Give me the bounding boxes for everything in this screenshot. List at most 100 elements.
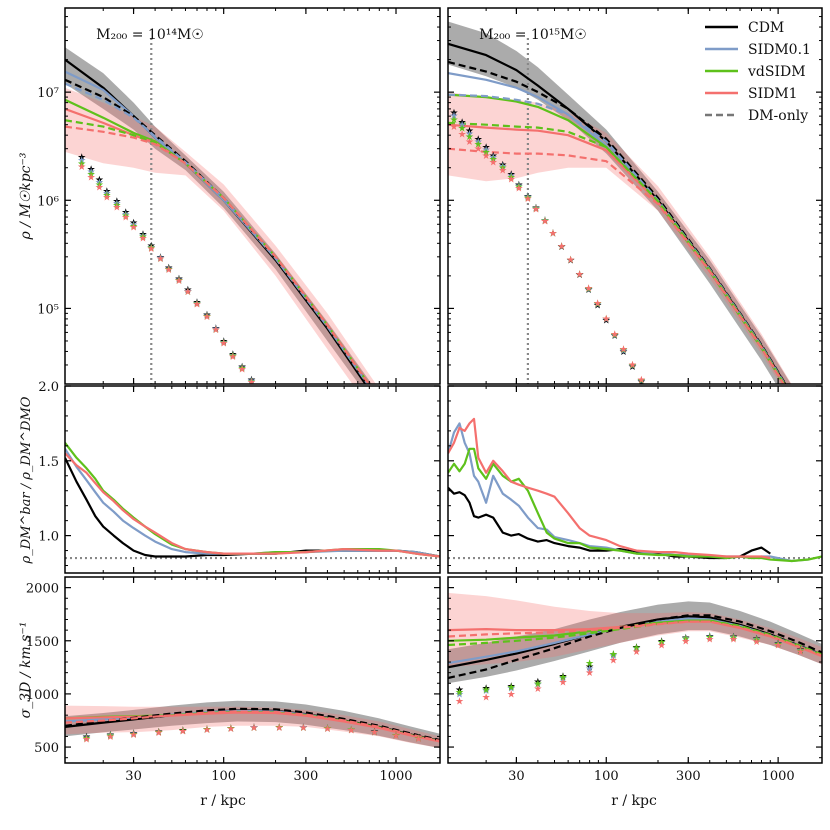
star-point-cdm: ★: [299, 723, 308, 734]
star-point-vdsidm: ★: [414, 734, 423, 745]
star-point-sidm1: ★: [129, 223, 138, 234]
star-point-vdsidm: ★: [238, 364, 247, 375]
star-point-cdm: ★: [729, 632, 738, 643]
star-point-sidm0-1: ★: [531, 203, 540, 214]
star-point-sidm0-1: ★: [628, 361, 637, 372]
star-point-cdm: ★: [77, 153, 86, 164]
legend-label-dm-only: DM-only: [748, 108, 808, 124]
star-point-sidm1: ★: [193, 299, 202, 310]
star-point-cdm: ★: [95, 175, 104, 186]
star-point-sidm0-1: ★: [610, 330, 619, 341]
y-tick-label: 2000: [26, 582, 59, 597]
star-point-vdsidm: ★: [657, 637, 666, 648]
star-point-sidm1: ★: [129, 730, 138, 741]
star-point-vdsidm: ★: [392, 731, 401, 742]
star-point-sidm0-1: ★: [226, 724, 235, 735]
xlabel-right: r / kpc: [611, 793, 657, 809]
star-point-sidm0-1: ★: [566, 255, 575, 266]
star-point-vdsidm: ★: [275, 723, 284, 734]
star-point-sidm0-1: ★: [156, 253, 165, 264]
star-point-vdsidm: ★: [82, 734, 91, 745]
star-point-vdsidm: ★: [458, 124, 467, 135]
star-point-vdsidm: ★: [129, 729, 138, 740]
star-point-cdm: ★: [174, 274, 183, 285]
star-point-sidm1: ★: [202, 725, 211, 736]
star-point-sidm1: ★: [156, 254, 165, 265]
star-point-sidm1: ★: [95, 182, 104, 193]
panel-title-1e15: M₂₀₀ = 10¹⁵M☉: [479, 27, 587, 43]
star-point-vdsidm: ★: [183, 287, 192, 298]
star-point-vdsidm: ★: [211, 325, 220, 336]
star-point-cdm: ★: [533, 677, 542, 688]
star-point-sidm0-1: ★: [657, 637, 666, 648]
y-tick-label: 1000: [26, 688, 59, 703]
star-point-cdm: ★: [392, 730, 401, 741]
star-point-sidm0-1: ★: [183, 286, 192, 297]
star-point-vdsidm: ★: [347, 725, 356, 736]
star-point-sidm0-1: ★: [106, 731, 115, 742]
legend-label-vdsidm: vdSIDM: [747, 64, 806, 80]
x-tick-label: 300: [293, 769, 318, 784]
star-point-sidm1: ★: [449, 122, 458, 133]
star-point-sidm0-1: ★: [219, 337, 228, 348]
star-point-sidm1: ★: [238, 365, 247, 376]
star-point-cdm: ★: [226, 723, 235, 734]
star-point-cdm: ★: [507, 170, 516, 181]
star-point-sidm1: ★: [507, 174, 516, 185]
plot-area: ★★★★★★★★★★★★★★★★★★★★★★★★★★★★★★★★★★★★★★★★…: [448, 592, 822, 707]
star-point-vdsidm: ★: [226, 724, 235, 735]
star-point-sidm0-1: ★: [154, 727, 163, 738]
star-point-sidm1: ★: [482, 693, 491, 704]
star-point-vdsidm: ★: [129, 221, 138, 232]
star-point-cdm: ★: [593, 300, 602, 311]
star-point-sidm1: ★: [628, 360, 637, 371]
star-point-sidm0-1: ★: [299, 723, 308, 734]
series-line-vdsidm-dm-only: [65, 119, 371, 384]
star-point-vdsidm: ★: [531, 204, 540, 215]
star-point-sidm1: ★: [498, 166, 507, 177]
star-point-sidm1: ★: [602, 314, 611, 325]
x-tick-label: 30: [125, 769, 142, 784]
panel-ratio-1e15: [447, 385, 823, 574]
star-point-sidm0-1: ★: [347, 725, 356, 736]
star-point-vdsidm: ★: [489, 155, 498, 166]
star-point-vdsidm: ★: [566, 255, 575, 266]
star-point-sidm0-1: ★: [609, 651, 618, 662]
x-tick-label: 1000: [379, 769, 412, 784]
star-point-cdm: ★: [156, 252, 165, 263]
star-point-cdm: ★: [449, 108, 458, 119]
star-point-sidm0-1: ★: [95, 177, 104, 188]
star-point-vdsidm: ★: [178, 726, 187, 737]
ylabel-sigma: σ_3D / km s⁻¹: [18, 622, 34, 719]
star-point-vdsidm: ★: [584, 284, 593, 295]
star-point-sidm1: ★: [465, 137, 474, 148]
star-point-sidm1: ★: [489, 158, 498, 169]
plot-area: ★★★★★★★★★★★★★★★★★★★★★★★★★★★★★★★★★★★★★★★★…: [448, 21, 792, 386]
star-point-cdm: ★: [370, 727, 379, 738]
axes-frame: [447, 385, 823, 574]
star-point-vdsidm: ★: [138, 232, 147, 243]
legend-label-cdm: CDM: [748, 20, 784, 36]
star-point-vdsidm: ★: [637, 375, 646, 386]
star-point-cdm: ★: [202, 310, 211, 321]
band-sidm1: [65, 87, 376, 384]
star-point-sidm1: ★: [414, 734, 423, 745]
star-point-cdm: ★: [228, 349, 237, 360]
star-point-sidm1: ★: [164, 265, 173, 276]
band-cdm: [448, 21, 791, 384]
star-point-vdsidm: ★: [533, 679, 542, 690]
star-point-vdsidm: ★: [299, 723, 308, 734]
star-point-vdsidm: ★: [219, 338, 228, 349]
star-point-sidm0-1: ★: [455, 689, 464, 700]
star-point-cdm: ★: [523, 191, 532, 202]
star-point-vdsidm: ★: [609, 650, 618, 661]
star-point-sidm1: ★: [138, 233, 147, 244]
series-line-cdm-dm-only: [448, 614, 822, 680]
star-point-sidm0-1: ★: [193, 299, 202, 310]
star-point-sidm0-1: ★: [774, 639, 783, 650]
star-point-sidm1: ★: [657, 641, 666, 652]
star-point-vdsidm: ★: [323, 724, 332, 735]
star-point-cdm: ★: [250, 723, 259, 734]
legend: CDM SIDM0.1 vdSIDM SIDM1 DM-only: [705, 20, 811, 124]
star-point-sidm1: ★: [392, 731, 401, 742]
